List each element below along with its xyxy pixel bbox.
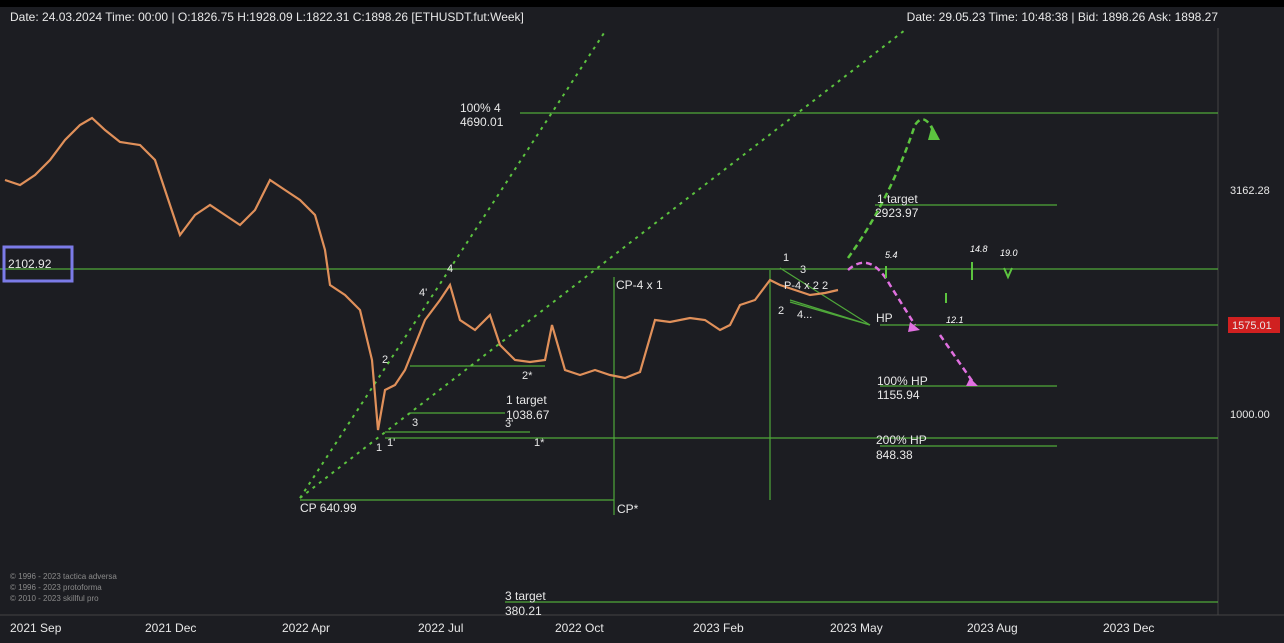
annotation: 3 target — [505, 589, 546, 603]
time-label: 2023 May — [830, 621, 883, 635]
annotation: 1155.94 — [877, 388, 920, 402]
header-left: Date: 24.03.2024 Time: 00:00 | O:1826.75… — [10, 10, 524, 24]
wave-label: 4... — [797, 309, 812, 321]
time-label: 2022 Jul — [418, 621, 463, 635]
annotation: 12.1 — [946, 315, 964, 325]
annotation: 100% 4 — [460, 101, 501, 115]
time-label: 2023 Feb — [693, 621, 744, 635]
annotation: 1 target — [506, 393, 547, 407]
price-label: 1000.00 — [1230, 409, 1270, 421]
annotation: 14.8 — [970, 244, 988, 254]
annotation: 1038.67 — [506, 408, 550, 422]
cursor-box — [2, 245, 74, 283]
annotation: 19.0 — [1000, 248, 1018, 258]
copyright: © 1996 - 2023 tactica adversa — [10, 572, 117, 581]
time-label: 2021 Sep — [10, 621, 62, 635]
annotations: 100% 4 4690.01 1 target 2923.97 5.4 14.8… — [300, 101, 1018, 618]
wave-label: 4 — [447, 263, 453, 275]
price-label: 3162.28 — [1230, 185, 1270, 197]
annotation: 380.21 — [505, 604, 542, 618]
wave-label: 2 — [778, 305, 784, 317]
current-price-box — [1228, 317, 1280, 333]
annotation: 2923.97 — [875, 206, 919, 220]
annotation: CP* — [617, 502, 639, 516]
current-price: 1575.01 — [1232, 320, 1272, 332]
cursor-price: 2102.92 — [8, 257, 52, 271]
time-label: 2021 Dec — [145, 621, 196, 635]
wave-label: P-4 x 2 — [784, 280, 819, 292]
wave-label: 3 — [800, 264, 806, 276]
wave-label: 2* — [522, 370, 533, 382]
wave-label: 3 — [412, 417, 418, 429]
wave-label: 1* — [534, 437, 545, 449]
annotation: 4690.01 — [460, 115, 504, 129]
time-label: 2023 Aug — [967, 621, 1018, 635]
wave-label: 2 — [822, 280, 828, 292]
wave-labels: 1 3 2 4... P-4 x 2 2 4 4' 2 3 1 1' 1* 3'… — [376, 252, 828, 454]
annotation: CP 640.99 — [300, 501, 357, 515]
wave-label: 1' — [387, 437, 395, 449]
time-label: 2022 Apr — [282, 621, 330, 635]
annotation: 100% HP — [877, 374, 928, 388]
annotation: 1 target — [877, 192, 918, 206]
time-label: 2023 Dec — [1103, 621, 1154, 635]
annotation: 200% HP — [876, 433, 927, 447]
time-axis: 2021 Sep 2021 Dec 2022 Apr 2022 Jul 2022… — [10, 621, 1154, 635]
price-path — [4, 116, 839, 431]
annotation: 848.38 — [876, 448, 913, 462]
copyright: © 1996 - 2023 protoforma — [10, 583, 102, 592]
copyright: © 2010 - 2023 skillful pro — [10, 594, 99, 603]
wave-label: 4' — [419, 287, 427, 299]
annotation: 5.4 — [885, 250, 898, 260]
wave-label: 1 — [783, 252, 789, 264]
wave-label: 2 — [382, 354, 388, 366]
time-label: 2022 Oct — [555, 621, 604, 635]
annotation: CP-4 x 1 — [616, 278, 663, 292]
header-right: Date: 29.05.23 Time: 10:48:38 | Bid: 189… — [907, 10, 1219, 24]
levels — [0, 29, 1218, 603]
top-bar — [0, 0, 1284, 7]
wave-label: 3' — [505, 418, 513, 430]
wave-label: 1 — [376, 442, 382, 454]
annotation: HP — [876, 311, 893, 325]
